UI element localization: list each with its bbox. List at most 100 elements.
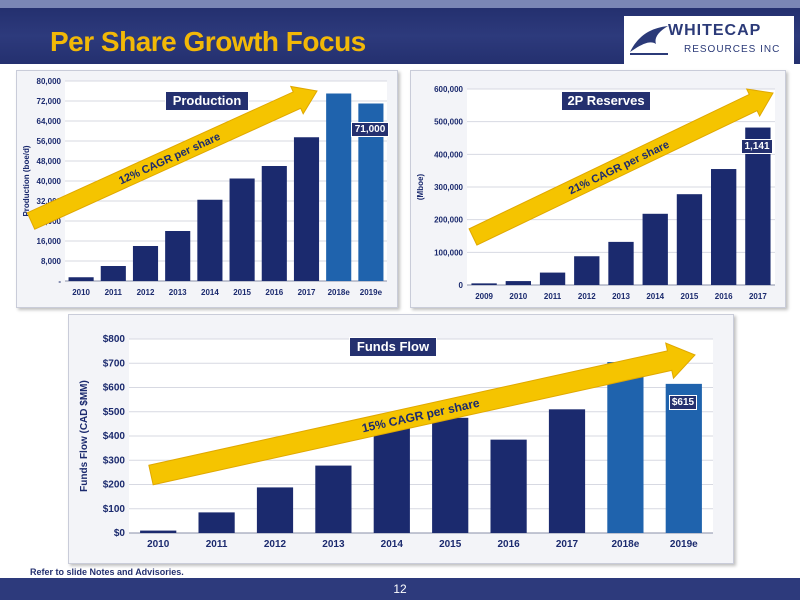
reserves-bar <box>676 194 703 285</box>
reserves-bar <box>574 256 600 285</box>
reserves-value-badge: 1,141 <box>741 139 773 154</box>
reserves-y-axis-label: (Mboe) <box>416 174 425 201</box>
funds-flow-y-tick-label: $200 <box>103 480 126 491</box>
funds-flow-x-tick-label: 2010 <box>147 539 170 550</box>
reserves-bar <box>642 213 668 285</box>
production-x-tick-label: 2014 <box>201 288 219 297</box>
reserves-x-tick-label: 2009 <box>475 292 493 301</box>
production-y-tick-label: 72,000 <box>37 97 62 106</box>
funds-flow-y-tick-label: $700 <box>103 358 126 369</box>
reserves-bar <box>505 281 531 285</box>
reserves-y-tick-label: 300,000 <box>434 183 463 192</box>
funds-flow-y-tick-label: $300 <box>103 455 126 466</box>
funds-flow-cagr-arrow <box>148 342 696 486</box>
funds-flow-x-tick-label: 2015 <box>439 539 462 550</box>
production-bar <box>229 178 255 281</box>
reserves-bar <box>539 272 566 285</box>
production-y-tick-label: 48,000 <box>37 157 62 166</box>
logo-name: WHITECAP <box>668 22 762 39</box>
company-logo: WHITECAP RESOURCES INC <box>624 16 794 66</box>
production-bar <box>197 199 223 281</box>
production-bar <box>132 246 159 281</box>
funds-flow-x-tick-label: 2017 <box>556 539 579 550</box>
reserves-bar <box>608 241 634 285</box>
funds-flow-bar <box>548 409 586 533</box>
funds-flow-x-tick-label: 2012 <box>264 539 287 550</box>
funds-flow-y-tick-label: $100 <box>103 504 126 515</box>
production-y-tick-label: 80,000 <box>37 77 62 86</box>
production-bar <box>100 266 126 281</box>
reserves-y-tick-label: 200,000 <box>434 216 463 225</box>
funds-flow-y-tick-label: $400 <box>103 431 126 442</box>
funds-flow-chart: $0 $100 $200 $300 $400 $500 $600 $700 $800 2010 20… <box>79 334 713 550</box>
reserves-x-tick-label: 2016 <box>715 292 733 301</box>
production-bar <box>293 137 320 281</box>
production-cagr-arrow <box>26 85 318 230</box>
production-y-axis-label: Production (boe/d) <box>22 145 31 216</box>
reserves-y-tick-label: 100,000 <box>434 248 463 257</box>
reserves-bar <box>711 169 737 285</box>
funds-flow-y-tick-label: $0 <box>114 528 126 539</box>
production-y-tick-label: 56,000 <box>37 137 62 146</box>
reserves-y-tick-label: 400,000 <box>434 150 463 159</box>
production-bar <box>165 231 191 281</box>
funds-flow-value-badge: $615 <box>669 395 697 410</box>
reserves-chart-title: 2P Reserves <box>561 91 651 111</box>
reserves-x-tick-label: 2017 <box>749 292 767 301</box>
production-value-badge: 71,000 <box>351 122 389 137</box>
production-chart-title: Production <box>165 91 249 111</box>
production-y-tick-label: 64,000 <box>37 117 62 126</box>
funds-flow-x-tick-label: 2011 <box>206 539 228 550</box>
reserves-x-tick-label: 2013 <box>612 292 630 301</box>
funds-flow-x-tick-label: 2014 <box>381 539 404 550</box>
funds-flow-y-tick-label: $500 <box>103 407 126 418</box>
funds-flow-x-tick-label: 2019e <box>670 539 698 550</box>
reserves-x-tick-label: 2012 <box>578 292 596 301</box>
funds-flow-y-tick-label: $800 <box>103 334 126 345</box>
reserves-x-tick-label: 2015 <box>681 292 699 301</box>
funds-flow-bar <box>256 487 294 533</box>
reserves-x-tick-label: 2014 <box>646 292 664 301</box>
production-x-tick-label: 2013 <box>169 288 187 297</box>
reserves-cagr-arrow <box>468 88 774 246</box>
funds-flow-bar <box>432 417 469 533</box>
production-bar <box>261 166 287 281</box>
reserves-y-tick-label: 500,000 <box>434 118 463 127</box>
reserves-chart: 0 100,000 200,000 300,000 400,000 500,000 600,… <box>416 85 775 301</box>
production-y-tick-label: 8,000 <box>41 257 62 266</box>
page-number: 12 <box>393 582 407 596</box>
reserves-bar <box>471 283 497 285</box>
funds-flow-y-axis-label: Funds Flow (CAD $MM) <box>79 380 90 492</box>
funds-flow-x-tick-label: 2018e <box>611 539 639 550</box>
page-title: Per Share Growth Focus <box>50 26 366 57</box>
funds-flow-chart-title: Funds Flow <box>349 337 437 357</box>
footer-bar: 12 <box>0 578 800 600</box>
reserves-chart-panel: 0 100,000 200,000 300,000 400,000 500,000 600,… <box>410 70 786 308</box>
footnote: Refer to slide Notes and Advisories. <box>30 567 184 577</box>
wave-icon <box>630 26 668 55</box>
production-x-tick-label: 2011 <box>105 288 123 297</box>
reserves-x-tick-label: 2010 <box>509 292 527 301</box>
funds-flow-bar <box>490 439 527 533</box>
production-x-tick-label: 2019e <box>360 288 383 297</box>
funds-flow-bar <box>607 362 644 533</box>
production-x-tick-label: 2015 <box>233 288 251 297</box>
funds-flow-bar <box>315 465 352 533</box>
reserves-y-tick-label: 0 <box>459 281 464 290</box>
reserves-y-tick-label: 600,000 <box>434 85 463 94</box>
production-y-tick-label: 40,000 <box>37 177 62 186</box>
production-x-tick-label: 2018e <box>328 288 351 297</box>
funds-flow-bar <box>140 530 177 533</box>
funds-flow-y-tick-label: $600 <box>103 383 126 394</box>
logo-subtitle: RESOURCES INC <box>684 44 781 55</box>
funds-flow-chart-panel: $0 $100 $200 $300 $400 $500 $600 $700 $800 2010 20… <box>68 314 734 564</box>
production-y-tick-label: - <box>58 277 61 286</box>
production-bar <box>326 93 352 281</box>
production-y-tick-label: 32,000 <box>37 197 62 206</box>
reserves-x-tick-label: 2011 <box>544 292 562 301</box>
production-chart-panel: -8,00016,00024,00032,00040,00048,00056,0… <box>16 70 398 308</box>
production-x-tick-label: 2012 <box>137 288 155 297</box>
production-bar <box>68 277 94 281</box>
funds-flow-x-tick-label: 2016 <box>497 539 520 550</box>
production-x-tick-label: 2016 <box>265 288 283 297</box>
